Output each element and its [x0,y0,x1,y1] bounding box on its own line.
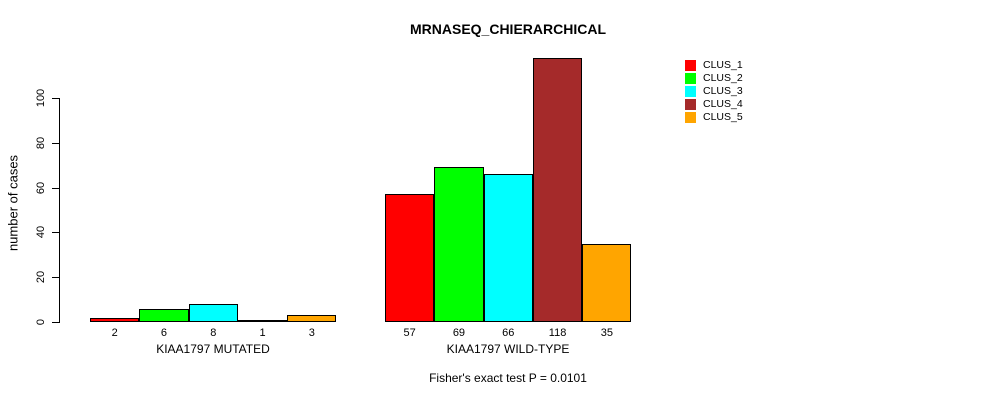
bar-CLUS_3-group2 [483,174,533,322]
bar-CLUS_5-group2 [582,243,632,322]
bar-CLUS_1-group2 [385,194,435,322]
bar-value-label: 3 [308,327,315,339]
legend-label: CLUS_5 [703,111,743,123]
bar-value-label: 69 [452,327,466,339]
legend-item-CLUS_4: CLUS_4 [685,99,743,110]
legend-label: CLUS_1 [703,59,743,71]
bar-CLUS_2-group2 [434,167,484,322]
legend-item-CLUS_3: CLUS_3 [685,86,743,97]
footnote-pvalue: Fisher's exact test P = 0.0101 [429,371,587,385]
y-axis-line [59,98,60,323]
y-axis-tick [52,322,59,323]
legend-label: CLUS_2 [703,72,743,84]
y-axis-title: number of cases [5,154,21,252]
bar-value-label: 118 [548,327,567,339]
bar-CLUS_4-group2 [532,57,583,322]
y-axis-tick-label: 80 [35,136,47,149]
y-axis-tick [52,277,59,279]
x-group-label-wildtype: KIAA1797 WILD-TYPE [446,342,570,356]
bar-value-label: 1 [259,327,266,339]
bar-CLUS_1-group1 [90,317,140,322]
legend-item-CLUS_2: CLUS_2 [685,73,743,84]
legend-swatch-icon [685,73,696,84]
legend-swatch-icon [685,112,696,123]
legend-swatch-icon [685,60,696,71]
bar-value-label: 66 [502,327,515,339]
bar-value-label: 2 [111,327,118,339]
y-axis-tick [52,98,59,99]
chart-title: MRNASEQ_CHIERARCHICAL [409,21,607,37]
y-axis-tick [52,187,59,189]
legend-item-CLUS_1: CLUS_1 [685,60,743,71]
y-axis-tick-label: 60 [35,181,47,194]
bar-value-label: 6 [160,327,167,339]
x-group-label-mutated: KIAA1797 MUTATED [156,342,270,356]
bar-CLUS_3-group1 [188,304,238,322]
legend-swatch-icon [685,86,696,97]
legend: CLUS_1 CLUS_2 CLUS_3 CLUS_4 CLUS_5 [685,60,743,123]
legend-item-CLUS_5: CLUS_5 [685,112,743,123]
bar-value-label: 8 [210,327,217,339]
y-axis-tick [52,232,59,234]
legend-label: CLUS_4 [703,98,743,110]
legend-label: CLUS_3 [703,85,743,97]
y-axis-tick [52,142,59,144]
bar-value-label: 57 [403,327,416,339]
bar-CLUS_4-group1 [237,319,288,322]
y-axis-tick-label: 20 [35,271,47,284]
bar-CLUS_2-group1 [139,308,189,322]
y-axis-tick-label: 40 [35,226,47,239]
legend-swatch-icon [685,99,696,110]
bar-CLUS_5-group1 [287,315,337,322]
bar-value-label: 35 [600,327,613,339]
y-axis-tick-label: 100 [35,88,47,108]
y-axis-tick-label: 0 [35,318,47,326]
